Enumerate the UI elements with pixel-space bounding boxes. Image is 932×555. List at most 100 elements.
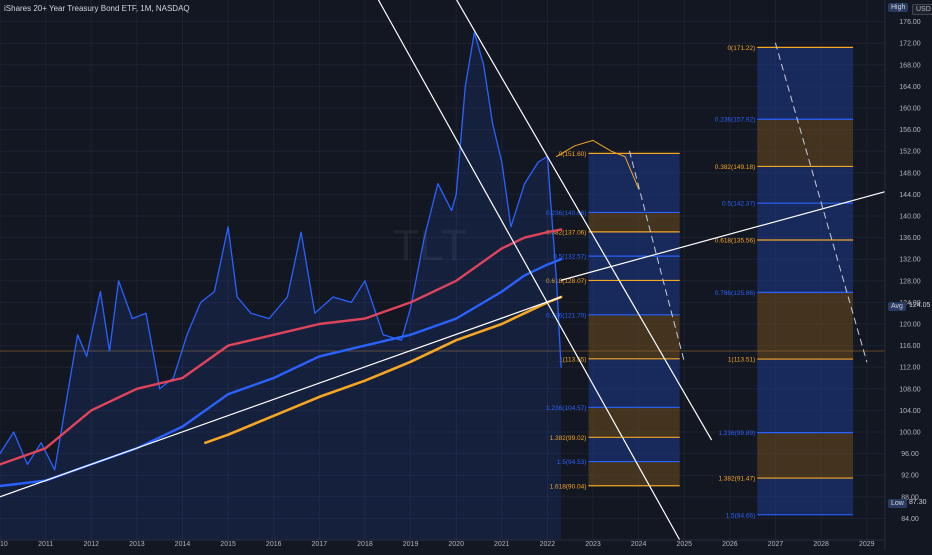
x-tick-label: 2027	[768, 541, 784, 548]
y-tick-label: 144.00	[899, 192, 921, 199]
x-tick-label: 2024	[631, 541, 647, 548]
projection-line-3	[775, 42, 868, 363]
y-tick-label: 116.00	[900, 343, 921, 350]
fib-level-label: 0.236(140.66)	[546, 210, 586, 217]
x-tick-label: 2028	[813, 541, 829, 548]
fib-level-label: 0.786(125.86)	[715, 290, 755, 297]
x-tick-label: 2029	[859, 541, 875, 548]
avg-value: 124.05	[909, 302, 931, 309]
y-tick-label: 176.00	[899, 19, 921, 26]
y-tick-label: 96.00	[901, 451, 919, 458]
ma-fast-line	[0, 228, 563, 466]
y-tick-label: 88.00	[901, 494, 919, 501]
x-tick-label: 2010	[0, 541, 8, 548]
y-tick-label: 124.00	[899, 300, 921, 307]
y-tick-label: 100.00	[899, 430, 921, 437]
y-tick-label: 152.00	[899, 149, 921, 156]
fib-level-label: 0.382(137.06)	[546, 229, 586, 236]
fib-level-label: 1(113.51)	[728, 357, 755, 364]
avg-badge: Avg	[888, 302, 906, 311]
trendline	[560, 191, 886, 281]
x-tick-label: 2016	[266, 541, 282, 548]
fib-zone-1	[588, 358, 680, 408]
y-tick-label: 156.00	[899, 127, 921, 134]
x-tick-label: 2013	[129, 541, 145, 548]
x-tick-label: 2018	[357, 541, 373, 548]
fib-level-label: 0.618(135.56)	[715, 237, 755, 244]
fib-level-label: 1.236(104.57)	[546, 405, 586, 412]
axes: 2010 2011 2012 2013 2014 2015 2016 2017 2018 2019…	[0, 0, 921, 550]
fib-level-label: 1(113.55)	[559, 356, 586, 363]
fib-zone-2	[757, 203, 854, 240]
fib-level-label: 0.786(121.70)	[546, 312, 586, 319]
fib-zone-2	[757, 478, 854, 515]
fib-zone-1	[588, 153, 680, 213]
y-tick-label: 148.00	[899, 170, 921, 177]
trendlines[interactable]	[0, 0, 886, 541]
projection-line-1	[556, 139, 640, 190]
fib-zone-2	[757, 292, 854, 360]
fib-zone-2	[757, 432, 854, 479]
low-value: 87.30	[909, 499, 927, 506]
price-area	[0, 32, 562, 541]
y-tick-label: 132.00	[899, 257, 921, 264]
symbol-watermark: TLT	[393, 221, 468, 270]
fibonacci-extensions[interactable]: 0(151.60) 0.236(140.66) 0.382(137.06) 0.5(1…	[546, 45, 854, 519]
y-tick-label: 164.00	[899, 84, 921, 91]
trendline	[0, 296, 562, 498]
x-tick-label: 2022	[540, 541, 556, 548]
fib-level-label: 1.382(91.47)	[718, 476, 755, 483]
fib-zone-2	[757, 359, 854, 433]
y-tick-label: 112.00	[900, 365, 921, 372]
x-tick-label: 2011	[38, 541, 53, 548]
fib-level-label: 1.5(94.53)	[557, 459, 587, 466]
fib-zone-2	[757, 119, 854, 167]
price-line	[0, 31, 562, 471]
fib-zone-1	[588, 231, 680, 257]
projection-line-2	[629, 150, 685, 363]
high-badge: High	[888, 3, 909, 12]
fib-level-label: 0(171.22)	[727, 45, 755, 52]
fib-zone-1	[588, 280, 680, 315]
fib-level-label: 0.382(149.18)	[715, 164, 755, 171]
fib-level-label: 0(151.60)	[559, 151, 587, 158]
fib-zone-1	[588, 407, 680, 438]
y-tick-label: 172.00	[899, 41, 921, 48]
fib-zone-1	[588, 314, 680, 359]
fib-zone-2	[757, 47, 854, 120]
x-tick-label: 2019	[403, 541, 419, 548]
fib-level-label: 0.5(142.37)	[722, 201, 755, 208]
x-tick-label: 2021	[494, 541, 510, 548]
fib-zone-1	[588, 461, 680, 486]
currency-badge[interactable]: USD	[912, 4, 932, 15]
ma-slow-line	[204, 295, 563, 445]
fib-level-label: 1.618(90.04)	[550, 483, 587, 490]
x-tick-label: 2012	[83, 541, 99, 548]
y-tick-label: 120.00	[899, 322, 921, 329]
y-tick-label: 84.00	[901, 516, 919, 523]
fib-level-label: 0.5(132.57)	[553, 254, 586, 261]
x-tick-label: 2026	[722, 541, 738, 548]
fib-zone-2	[757, 239, 854, 293]
fib-level-label: 0.236(157.92)	[715, 117, 755, 124]
x-tick-label: 2017	[312, 541, 328, 548]
y-tick-label: 108.00	[899, 386, 921, 393]
x-tick-label: 2020	[448, 541, 464, 548]
y-tick-label: 128.00	[899, 278, 921, 285]
y-tick-label: 160.00	[899, 106, 921, 113]
x-tick-label: 2025	[676, 541, 692, 548]
y-tick-label: 104.00	[899, 408, 921, 415]
fib-zone-2	[757, 166, 854, 204]
chart-title: iShares 20+ Year Treasury Bond ETF, 1M, …	[4, 4, 190, 13]
y-tick-label: 136.00	[899, 235, 921, 242]
x-tick-label: 2023	[585, 541, 601, 548]
y-tick-label: 168.00	[899, 62, 921, 69]
y-tick-label: 140.00	[899, 214, 921, 221]
x-tick-label: 2015	[220, 541, 236, 548]
series-layer	[0, 31, 885, 541]
trendline	[377, 0, 681, 541]
fib-level-label: 1.5(84.66)	[726, 512, 756, 519]
fib-level-label: 0.618(128.07)	[546, 278, 586, 285]
